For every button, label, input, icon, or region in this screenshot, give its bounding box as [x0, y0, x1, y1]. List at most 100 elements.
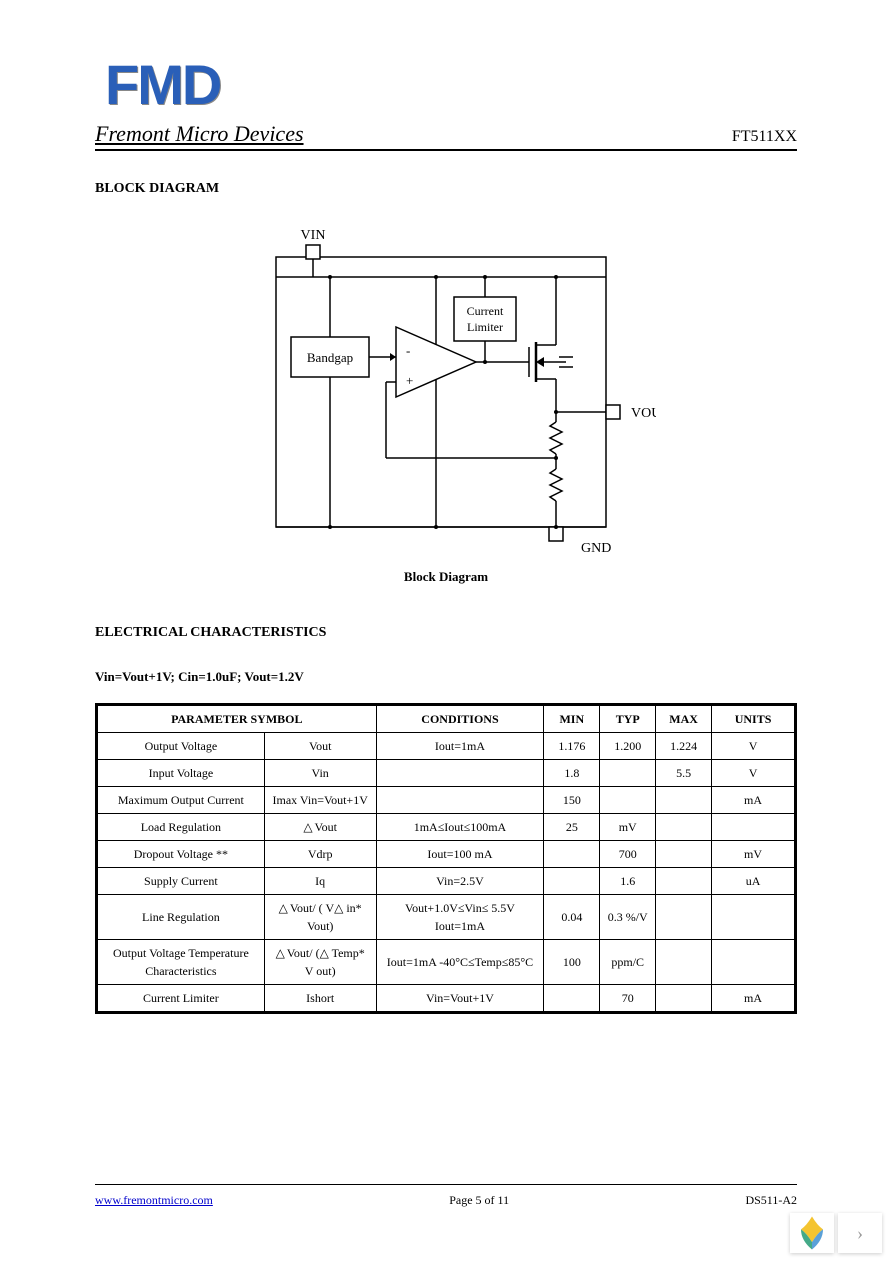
curr-lim-1: Current	[467, 304, 504, 318]
part-number: FT511XX	[732, 128, 797, 146]
block-diagram-heading: BLOCK DIAGRAM	[95, 181, 797, 197]
cell-min: 25	[544, 814, 600, 841]
viewer-widget: ›	[790, 1213, 882, 1253]
page-header: Fremont Micro Devices FT511XX	[95, 121, 797, 151]
table-row: Input VoltageVin 1.8 5.5V	[97, 760, 796, 787]
cell-min: 150	[544, 787, 600, 814]
cell-typ	[600, 760, 656, 787]
table-header-row: PARAMETER SYMBOL CONDITIONS MIN TYP MAX …	[97, 705, 796, 733]
cell-cond: Iout=100 mA	[376, 841, 544, 868]
cell-symbol: Imax Vin=Vout+1V	[264, 787, 376, 814]
cell-cond	[376, 787, 544, 814]
table-row: Line Regulation△ Vout/ ( V△ in* Vout)Vou…	[97, 895, 796, 940]
cell-min: 1.176	[544, 733, 600, 760]
opamp-plus: +	[406, 373, 413, 388]
th-param: PARAMETER SYMBOL	[97, 705, 377, 733]
cell-typ: 70	[600, 985, 656, 1013]
cell-symbol: Ishort	[264, 985, 376, 1013]
cell-units: uA	[712, 868, 796, 895]
cell-max	[656, 940, 712, 985]
vout-label: VOUT	[631, 406, 656, 421]
cell-max: 1.224	[656, 733, 712, 760]
cell-units: mA	[712, 787, 796, 814]
cell-symbol: Vout	[264, 733, 376, 760]
cell-typ: 1.200	[600, 733, 656, 760]
cell-symbol: △ Vout/ (△ Temp* V out)	[264, 940, 376, 985]
page-footer: www.fremontmicro.com Page 5 of 11 DS511-…	[95, 1184, 797, 1208]
footer-url-link[interactable]: www.fremontmicro.com	[95, 1193, 213, 1208]
block-diagram-container: VIN Bandgap - + Current Limiter	[95, 217, 797, 585]
company-name: Fremont Micro Devices	[95, 121, 304, 147]
cell-cond: Vout+1.0V≤Vin≤ 5.5V Iout=1mA	[376, 895, 544, 940]
cell-max	[656, 868, 712, 895]
cell-max	[656, 814, 712, 841]
cell-param: Output Voltage Temperature Characteristi…	[97, 940, 265, 985]
opamp-minus: -	[406, 343, 410, 358]
cell-min: 100	[544, 940, 600, 985]
cell-min	[544, 985, 600, 1013]
electrical-characteristics-table: PARAMETER SYMBOL CONDITIONS MIN TYP MAX …	[95, 703, 797, 1014]
th-conditions: CONDITIONS	[376, 705, 544, 733]
cell-cond	[376, 760, 544, 787]
cell-typ	[600, 787, 656, 814]
cell-symbol: Vdrp	[264, 841, 376, 868]
table-row: Supply CurrentIqVin=2.5V1.6uA	[97, 868, 796, 895]
cell-max	[656, 841, 712, 868]
cell-max	[656, 985, 712, 1013]
cell-units: mA	[712, 985, 796, 1013]
cell-typ: ppm/C	[600, 940, 656, 985]
vin-label: VIN	[301, 228, 326, 243]
cell-symbol: Iq	[264, 868, 376, 895]
datasheet-page: FMD Fremont Micro Devices FT511XX BLOCK …	[0, 0, 892, 1263]
footer-doc: DS511-A2	[745, 1193, 797, 1208]
cell-min	[544, 868, 600, 895]
table-row: Maximum Output CurrentImax Vin=Vout+1V 15…	[97, 787, 796, 814]
table-row: Dropout Voltage **VdrpIout=100 mA 700 mV	[97, 841, 796, 868]
cell-units: mV	[712, 841, 796, 868]
bandgap-label: Bandgap	[307, 350, 353, 365]
th-units: UNITS	[712, 705, 796, 733]
th-max: MAX	[656, 705, 712, 733]
table-row: Output VoltageVoutIout=1mA1.1761.2001.22…	[97, 733, 796, 760]
cell-param: Load Regulation	[97, 814, 265, 841]
viewer-next-icon[interactable]: ›	[838, 1213, 882, 1253]
cell-typ: 700	[600, 841, 656, 868]
cell-param: Supply Current	[97, 868, 265, 895]
cell-cond: Vin=Vout+1V	[376, 985, 544, 1013]
cell-cond: Iout=1mA	[376, 733, 544, 760]
test-conditions: Vin=Vout+1V; Cin=1.0uF; Vout=1.2V	[95, 669, 797, 685]
cell-param: Dropout Voltage **	[97, 841, 265, 868]
table-row: Current LimiterIshortVin=Vout+1V 70 mA	[97, 985, 796, 1013]
fmd-logo: FMD	[105, 52, 797, 117]
gnd-label: GND	[581, 541, 611, 556]
elec-char-heading: ELECTRICAL CHARACTERISTICS	[95, 625, 797, 641]
cell-symbol: △ Vout	[264, 814, 376, 841]
cell-max: 5.5	[656, 760, 712, 787]
cell-param: Input Voltage	[97, 760, 265, 787]
cell-typ: 1.6	[600, 868, 656, 895]
cell-param: Output Voltage	[97, 733, 265, 760]
cell-typ: mV	[600, 814, 656, 841]
table-row: Output Voltage Temperature Characteristi…	[97, 940, 796, 985]
cell-max	[656, 895, 712, 940]
cell-max	[656, 787, 712, 814]
viewer-logo-icon[interactable]	[790, 1213, 834, 1253]
cell-param: Current Limiter	[97, 985, 265, 1013]
curr-lim-2: Limiter	[467, 320, 503, 334]
table-row: Load Regulation△ Vout1mA≤Iout≤100mA25mV	[97, 814, 796, 841]
cell-cond: 1mA≤Iout≤100mA	[376, 814, 544, 841]
cell-min	[544, 841, 600, 868]
diagram-caption: Block Diagram	[404, 569, 488, 585]
th-typ: TYP	[600, 705, 656, 733]
cell-units	[712, 895, 796, 940]
block-diagram-svg: VIN Bandgap - + Current Limiter	[236, 217, 656, 557]
cell-param: Maximum Output Current	[97, 787, 265, 814]
th-min: MIN	[544, 705, 600, 733]
cell-typ: 0.3 %/V	[600, 895, 656, 940]
cell-units: V	[712, 760, 796, 787]
cell-symbol: Vin	[264, 760, 376, 787]
cell-min: 1.8	[544, 760, 600, 787]
cell-symbol: △ Vout/ ( V△ in* Vout)	[264, 895, 376, 940]
cell-param: Line Regulation	[97, 895, 265, 940]
cell-units: V	[712, 733, 796, 760]
